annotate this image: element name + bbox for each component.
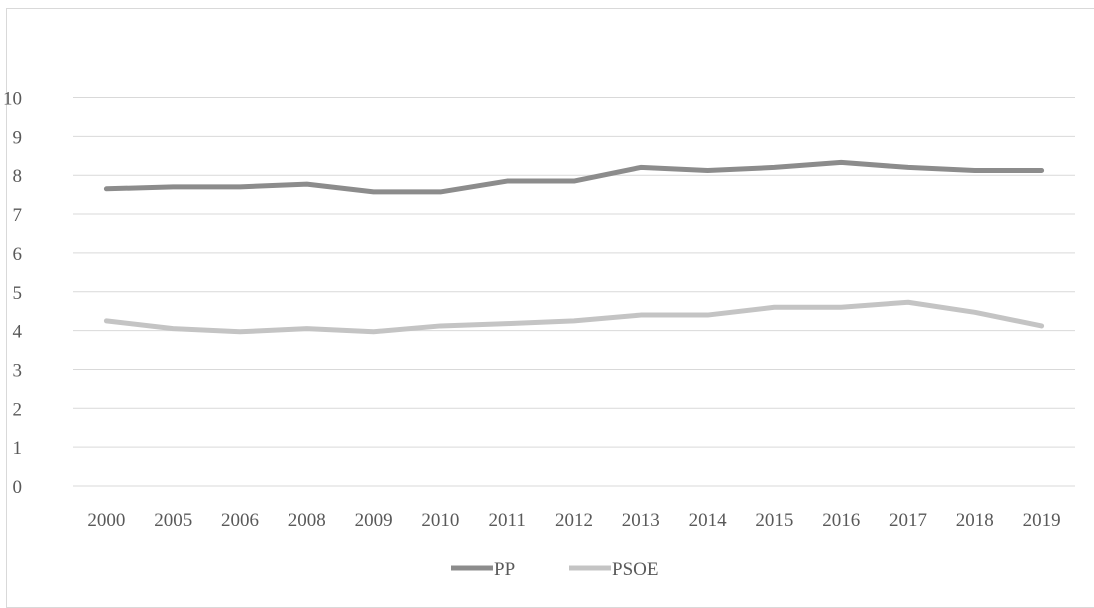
y-axis-ticks: 0 1 2 3 4 5 6 7 8 9 10 — [3, 89, 23, 499]
y-tick-label: 3 — [13, 360, 23, 381]
x-tick-label: 2013 — [622, 510, 660, 531]
y-tick-label: 2 — [13, 399, 23, 420]
y-tick-label: 5 — [13, 283, 23, 304]
x-tick-label: 2011 — [489, 510, 526, 531]
legend: PP PSOE — [451, 559, 658, 580]
x-tick-label: 2010 — [421, 510, 459, 531]
gridlines — [73, 97, 1075, 487]
x-tick-label: 2008 — [288, 510, 326, 531]
x-tick-label: 2016 — [822, 510, 860, 531]
y-tick-label: 1 — [13, 438, 23, 459]
x-axis-ticks: 2000 2005 2006 2008 2009 2010 2011 2012 2013 2014… — [87, 510, 1060, 531]
x-tick-label: 2019 — [1023, 510, 1061, 531]
y-tick-label: 6 — [13, 244, 23, 265]
series-lines — [103, 159, 1045, 335]
y-tick-label: 7 — [13, 205, 23, 226]
y-tick-label: 4 — [13, 322, 23, 343]
x-tick-label: 2017 — [889, 510, 927, 531]
x-tick-label: 2005 — [154, 510, 192, 531]
y-tick-label: 0 — [13, 477, 23, 498]
y-tick-label: 9 — [13, 127, 23, 148]
x-tick-label: 2015 — [755, 510, 793, 531]
x-tick-label: 2018 — [956, 510, 994, 531]
y-tick-label: 8 — [13, 166, 23, 187]
x-tick-label: 2000 — [87, 510, 125, 531]
x-tick-label: 2006 — [221, 510, 259, 531]
legend-label-psoe: PSOE — [612, 559, 658, 580]
x-tick-label: 2014 — [689, 510, 728, 531]
x-tick-label: 2009 — [355, 510, 393, 531]
x-tick-label: 2012 — [555, 510, 593, 531]
series-line-pp — [103, 159, 1045, 195]
y-tick-label: 10 — [3, 89, 22, 110]
series-line-psoe — [103, 299, 1045, 335]
legend-label-pp: PP — [494, 559, 515, 580]
